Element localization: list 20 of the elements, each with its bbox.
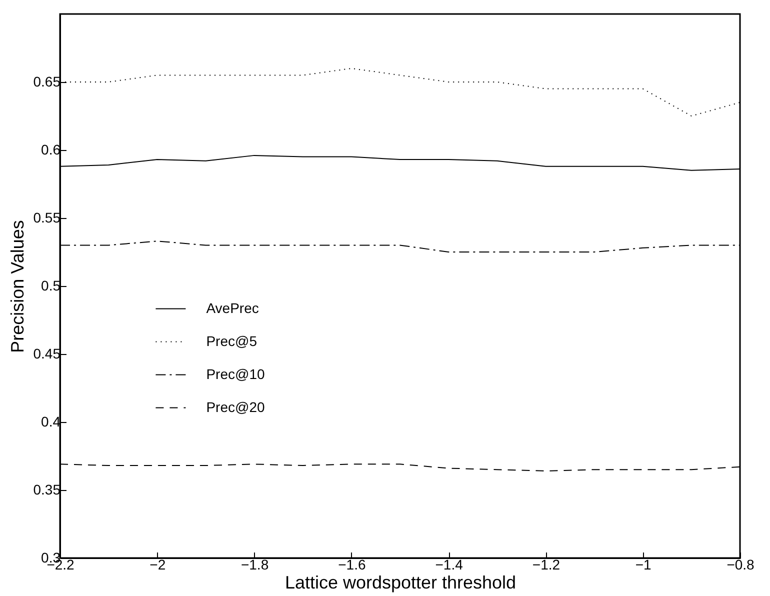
- legend-label: Prec@20: [206, 398, 265, 415]
- y-tick-label: 0.65: [33, 74, 61, 90]
- y-tick-label: 0.6: [41, 142, 61, 158]
- y-tick-label: 0.5: [41, 278, 61, 294]
- x-tick-label: −1.2: [532, 556, 560, 572]
- legend-label: Prec@10: [206, 366, 265, 382]
- x-tick-label: −1.8: [240, 556, 269, 572]
- x-tick-label: −0.8: [726, 556, 755, 572]
- y-tick-label: 0.4: [41, 414, 61, 430]
- legend-label: Prec@5: [206, 332, 258, 349]
- x-tick-label: −1.6: [338, 556, 366, 572]
- y-tick-label: 0.55: [33, 210, 61, 226]
- x-axis-title: Lattice wordspotter threshold: [284, 572, 516, 592]
- x-tick-label: −1: [635, 556, 652, 572]
- x-tick-label: −1.4: [435, 556, 464, 572]
- x-tick-label: −2: [150, 556, 166, 572]
- y-axis-title: Precision Values: [7, 220, 28, 353]
- y-tick-label: 0.35: [33, 482, 61, 498]
- y-tick-label: 0.45: [33, 346, 61, 362]
- legend-label: AvePrec: [206, 300, 259, 316]
